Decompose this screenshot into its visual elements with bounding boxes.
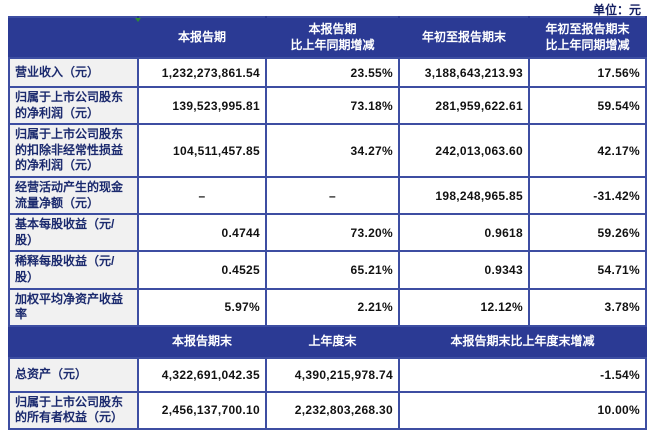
value-cell: -31.42% — [528, 175, 647, 216]
value-cell: 104,511,457.85 — [137, 123, 267, 178]
value-cell: 0.9618 — [398, 213, 530, 253]
value-cell: 42.17% — [528, 123, 647, 178]
table-row-roe: 加权平均净资产收益率 5.97% 2.21% 12.12% 3.78% — [8, 287, 647, 327]
value-cell: 34.27% — [265, 123, 400, 178]
report-page: { "unit_label": "单位：元", "t1": { "headers… — [8, 3, 647, 430]
value-cell: 3,188,643,213.93 — [398, 57, 530, 88]
row-label: 归属于上市公司股东的所有者权益（元） — [8, 390, 139, 430]
value-cell: 4,322,691,042.35 — [137, 356, 267, 393]
green-marker-icon — [135, 18, 141, 22]
value-cell: 73.18% — [265, 85, 400, 126]
value-cell: 54.71% — [528, 250, 647, 290]
value-cell: 2.21% — [265, 287, 400, 327]
row-label: 基本每股收益（元/股） — [8, 213, 139, 253]
corner-cell — [8, 16, 139, 59]
value-cell: 0.4744 — [137, 213, 267, 253]
period-end-header-row: 本报告期末 上年度末 本报告期末比上年度末增减 — [8, 324, 647, 359]
header-ytd-yoy: 年初至报告期末 比上年同期增减 — [528, 16, 647, 59]
table-row-net-profit: 归属于上市公司股东的净利润（元） 139,523,995.81 73.18% 2… — [8, 85, 647, 126]
value-cell: 0.9343 — [398, 250, 530, 290]
row-label: 归属于上市公司股东的扣除非经常性损益的净利润（元） — [8, 123, 139, 178]
row-label: 总资产（元） — [8, 356, 139, 393]
value-cell: 59.26% — [528, 213, 647, 253]
table-row-revenue: 营业收入（元） 1,232,273,861.54 23.55% 3,188,64… — [8, 57, 647, 88]
value-cell: 0.4525 — [137, 250, 267, 290]
value-cell: -1.54% — [398, 356, 647, 393]
table-row-cash-flow: 经营活动产生的现金流量净额（元） – – 198,248,965.85 -31.… — [8, 175, 647, 216]
value-cell: 281,959,622.61 — [398, 85, 530, 126]
header-period-end-change: 本报告期末比上年度末增减 — [398, 324, 647, 359]
value-cell: 2,232,803,268.30 — [265, 390, 400, 430]
value-cell: 3.78% — [528, 287, 647, 327]
value-cell: 59.54% — [528, 85, 647, 126]
table-row-diluted-eps: 稀释每股收益（元/股） 0.4525 65.21% 0.9343 54.71% — [8, 250, 647, 290]
table-row-net-profit-deducted: 归属于上市公司股东的扣除非经常性损益的净利润（元） 104,511,457.85… — [8, 123, 647, 178]
table-row-basic-eps: 基本每股收益（元/股） 0.4744 73.20% 0.9618 59.26% — [8, 213, 647, 253]
value-cell: 23.55% — [265, 57, 400, 88]
value-cell: – — [137, 175, 267, 216]
row-label: 经营活动产生的现金流量净额（元） — [8, 175, 139, 216]
header-current-period-yoy: 本报告期 比上年同期增减 — [265, 16, 400, 59]
row-label: 归属于上市公司股东的净利润（元） — [8, 85, 139, 126]
period-header-row: 本报告期 本报告期 比上年同期增减 年初至报告期末 年初至报告期末 比上年同期增… — [8, 16, 647, 59]
header-ytd: 年初至报告期末 — [398, 16, 530, 59]
header-prior-year-end: 上年度末 — [265, 324, 400, 359]
corner-cell — [8, 324, 139, 359]
value-cell: 2,456,137,700.10 — [137, 390, 267, 430]
header-period-end: 本报告期末 — [137, 324, 267, 359]
financial-summary-table: 本报告期 本报告期 比上年同期增减 年初至报告期末 年初至报告期末 比上年同期增… — [8, 16, 647, 430]
value-cell: 242,013,063.60 — [398, 123, 530, 178]
value-cell: 12.12% — [398, 287, 530, 327]
value-cell: 65.21% — [265, 250, 400, 290]
row-label: 加权平均净资产收益率 — [8, 287, 139, 327]
header-current-period: 本报告期 — [137, 16, 267, 59]
value-cell: 17.56% — [528, 57, 647, 88]
value-cell: 5.97% — [137, 287, 267, 327]
row-label: 营业收入（元） — [8, 57, 139, 88]
value-cell: 139,523,995.81 — [137, 85, 267, 126]
value-cell: 73.20% — [265, 213, 400, 253]
value-cell: 10.00% — [398, 390, 647, 430]
value-cell: 1,232,273,861.54 — [137, 57, 267, 88]
row-label: 稀释每股收益（元/股） — [8, 250, 139, 290]
value-cell: – — [265, 175, 400, 216]
table-row-total-assets: 总资产（元） 4,322,691,042.35 4,390,215,978.74… — [8, 356, 647, 393]
value-cell: 198,248,965.85 — [398, 175, 530, 216]
table-row-owners-equity: 归属于上市公司股东的所有者权益（元） 2,456,137,700.10 2,23… — [8, 390, 647, 430]
unit-label: 单位：元 — [592, 3, 641, 17]
value-cell: 4,390,215,978.74 — [265, 356, 400, 393]
